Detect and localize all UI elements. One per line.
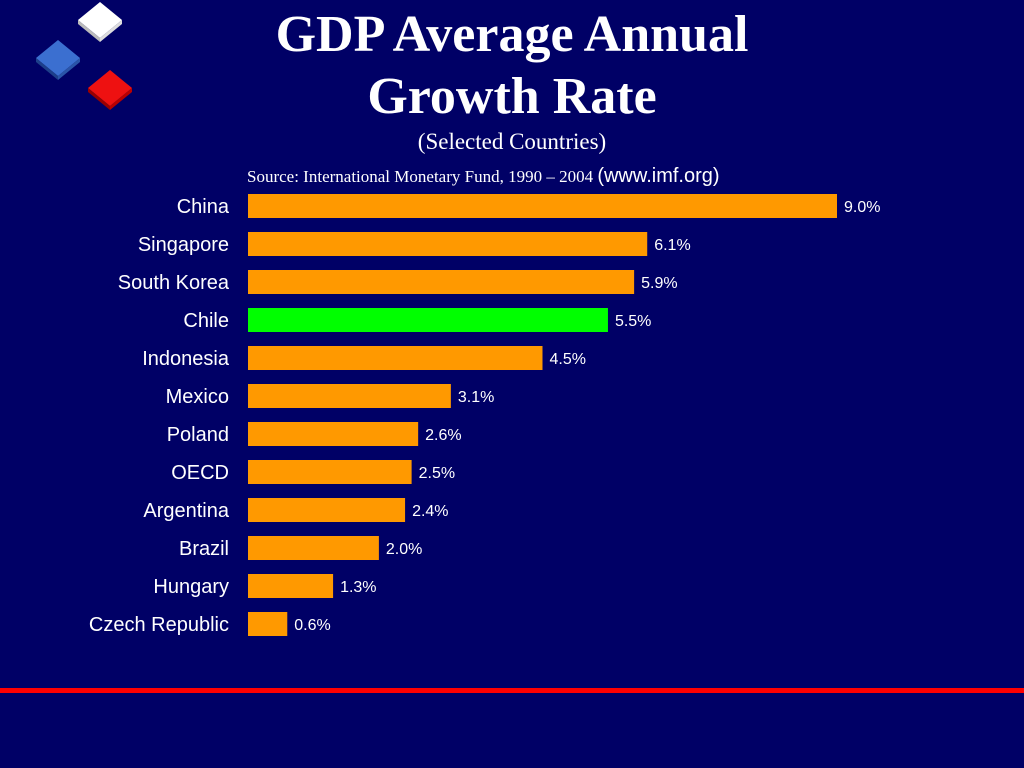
category-label-oecd: OECD (171, 462, 229, 484)
bar-argentina (248, 498, 406, 522)
red-cube-icon (88, 70, 132, 110)
value-label-poland: 2.6% (425, 427, 461, 444)
category-label-czech-republic: Czech Republic (89, 614, 229, 636)
cubes-logo (36, 2, 132, 110)
value-label-brazil: 2.0% (386, 541, 422, 558)
bar-poland (248, 422, 419, 446)
source-note: Source: International Monetary Fund, 199… (247, 163, 720, 190)
bar-oecd (248, 460, 412, 484)
chart-subtitle: (Selected Countries) (417, 129, 607, 154)
value-label-czech-republic: 0.6% (294, 617, 330, 634)
value-label-south-korea: 5.9% (641, 275, 677, 292)
chart-title-line-1: GDP Average Annual (275, 6, 749, 63)
value-label-indonesia: 4.5% (550, 351, 586, 368)
category-label-hungary: Hungary (153, 576, 229, 598)
value-label-singapore: 6.1% (654, 237, 690, 254)
bar-china (248, 194, 837, 218)
bar-czech-republic (248, 612, 288, 636)
category-label-chile: Chile (183, 310, 229, 332)
category-label-south-korea: South Korea (118, 272, 230, 294)
source-text: Source: International Monetary Fund, 199… (247, 167, 594, 186)
category-label-brazil: Brazil (179, 538, 229, 560)
category-label-poland: Poland (167, 424, 229, 446)
bar-south-korea (248, 270, 635, 294)
bar-indonesia (248, 346, 543, 370)
value-label-mexico: 3.1% (458, 389, 494, 406)
chart-title-line-2: Growth Rate (367, 68, 657, 125)
category-label-singapore: Singapore (138, 234, 229, 256)
bar-chile (248, 308, 608, 332)
source-url: (www.imf.org) (597, 165, 720, 187)
bar-singapore (248, 232, 648, 256)
bar-brazil (248, 536, 379, 560)
bottom-rule (0, 688, 1024, 693)
category-label-mexico: Mexico (166, 386, 229, 408)
value-label-hungary: 1.3% (340, 579, 376, 596)
value-label-china: 9.0% (844, 199, 880, 216)
value-label-argentina: 2.4% (412, 503, 448, 520)
category-label-indonesia: Indonesia (142, 348, 230, 370)
category-label-argentina: Argentina (143, 500, 229, 522)
white-cube-icon (78, 2, 122, 42)
category-label-china: China (177, 196, 230, 218)
blue-cube-icon (36, 40, 80, 80)
value-label-oecd: 2.5% (419, 465, 455, 482)
bar-hungary (248, 574, 334, 598)
bar-mexico (248, 384, 451, 408)
value-label-chile: 5.5% (615, 313, 651, 330)
